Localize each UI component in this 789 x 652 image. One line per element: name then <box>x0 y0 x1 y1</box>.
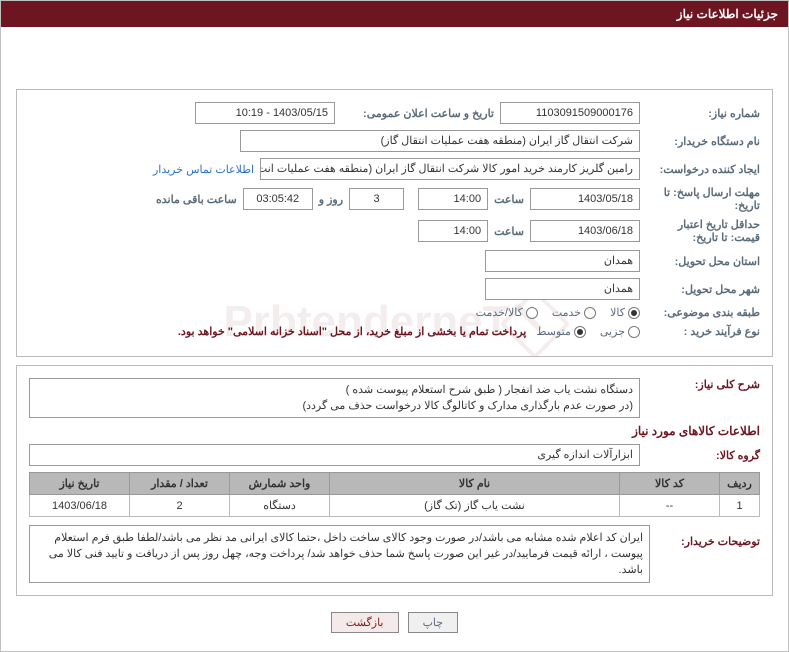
city-value: همدان <box>485 278 640 300</box>
items-table: ردیف کد کالا نام کالا واحد شمارش تعداد /… <box>29 472 760 517</box>
row-group: گروه کالا: ابزارآلات اندازه گیری <box>29 444 760 466</box>
cell-date: 1403/06/18 <box>30 495 130 517</box>
category-label: طبقه بندی موضوعی: <box>640 306 760 319</box>
col-name: نام کالا <box>330 473 620 495</box>
cell-unit: دستگاه <box>230 495 330 517</box>
row-creator: ایجاد کننده درخواست: رامین گلریز کارمند … <box>29 158 760 180</box>
category-option-goods[interactable]: کالا <box>610 306 640 319</box>
creator-label: ایجاد کننده درخواست: <box>640 163 760 176</box>
announce-date-value: 1403/05/15 - 10:19 <box>195 102 335 124</box>
price-validity-time: 14:00 <box>418 220 488 242</box>
need-number-label: شماره نیاز: <box>640 107 760 120</box>
cell-name: نشت یاب گاز (تک گاز) <box>330 495 620 517</box>
days-text: روز و <box>313 193 349 206</box>
description-box: شرح کلی نیاز: دستگاه نشت یاب ضد انفجار (… <box>16 365 773 596</box>
time-label-1: ساعت <box>488 193 530 206</box>
radio-icon <box>628 307 640 319</box>
col-code: کد کالا <box>620 473 720 495</box>
row-answer-deadline: مهلت ارسال پاسخ: تا تاریخ: 1403/05/18 سا… <box>29 186 760 212</box>
category-radio-group: کالا خدمت کالا/خدمت <box>476 306 640 319</box>
table-header-row: ردیف کد کالا نام کالا واحد شمارش تعداد /… <box>30 473 760 495</box>
footer-buttons: چاپ بازگشت <box>16 604 773 641</box>
row-city: شهر محل تحویل: همدان <box>29 278 760 300</box>
back-button[interactable]: بازگشت <box>331 612 399 633</box>
province-value: همدان <box>485 250 640 272</box>
col-qty: تعداد / مقدار <box>130 473 230 495</box>
details-box: شماره نیاز: 1103091509000176 تاریخ و ساع… <box>16 89 773 357</box>
row-need-number: شماره نیاز: 1103091509000176 تاریخ و ساع… <box>29 102 760 124</box>
need-number-value: 1103091509000176 <box>500 102 640 124</box>
row-price-validity: حداقل تاریخ اعتبار قیمت: تا تاریخ: 1403/… <box>29 218 760 244</box>
time-label-2: ساعت <box>488 225 530 238</box>
radio-icon <box>628 326 640 338</box>
answer-deadline-time: 14:00 <box>418 188 488 210</box>
creator-value: رامین گلریز کارمند خرید امور کالا شرکت ا… <box>260 158 640 180</box>
price-validity-date: 1403/06/18 <box>530 220 640 242</box>
col-row: ردیف <box>720 473 760 495</box>
buyer-org-value: شرکت انتقال گاز ایران (منطقه هفت عملیات … <box>240 130 640 152</box>
buyer-contact-link[interactable]: اطلاعات تماس خریدار <box>153 163 254 176</box>
row-province: استان محل تحویل: همدان <box>29 250 760 272</box>
panel-header: جزئیات اطلاعات نیاز <box>1 1 788 27</box>
price-validity-label: حداقل تاریخ اعتبار قیمت: تا تاریخ: <box>640 218 760 244</box>
row-general-desc: شرح کلی نیاز: دستگاه نشت یاب ضد انفجار (… <box>29 378 760 418</box>
cell-row: 1 <box>720 495 760 517</box>
radio-icon <box>584 307 596 319</box>
table-row: 1 -- نشت یاب گاز (تک گاز) دستگاه 2 1403/… <box>30 495 760 517</box>
col-date: تاریخ نیاز <box>30 473 130 495</box>
category-option-both[interactable]: کالا/خدمت <box>476 306 538 319</box>
treasury-note: پرداخت تمام یا بخشی از مبلغ خرید، از محل… <box>178 325 526 338</box>
remain-label: ساعت باقی مانده <box>150 193 243 206</box>
province-label: استان محل تحویل: <box>640 255 760 268</box>
purchase-type-radio-group: جزیی متوسط <box>536 325 640 338</box>
radio-icon <box>574 326 586 338</box>
purchase-option-minor[interactable]: جزیی <box>600 325 640 338</box>
cell-qty: 2 <box>130 495 230 517</box>
purchase-option-medium[interactable]: متوسط <box>536 325 586 338</box>
answer-deadline-label: مهلت ارسال پاسخ: تا تاریخ: <box>640 186 760 212</box>
content-area: PrbtenderneT شماره نیاز: 110309150900017… <box>1 27 788 651</box>
col-unit: واحد شمارش <box>230 473 330 495</box>
general-desc-label: شرح کلی نیاز: <box>640 378 760 391</box>
print-button[interactable]: چاپ <box>408 612 459 633</box>
buyer-org-label: نام دستگاه خریدار: <box>640 135 760 148</box>
days-remaining: 3 <box>349 188 404 210</box>
row-buyer-notes: توضیحات خریدار: ایران کد اعلام شده مشابه… <box>29 525 760 583</box>
general-desc-text: دستگاه نشت یاب ضد انفجار ( طبق شرح استعل… <box>29 378 640 418</box>
main-panel: جزئیات اطلاعات نیاز PrbtenderneT شماره ن… <box>0 0 789 652</box>
purchase-type-label: نوع فرآیند خرید : <box>640 325 760 338</box>
row-buyer-org: نام دستگاه خریدار: شرکت انتقال گاز ایران… <box>29 130 760 152</box>
city-label: شهر محل تحویل: <box>640 283 760 296</box>
row-purchase-type: نوع فرآیند خرید : جزیی متوسط پرداخت تمام… <box>29 325 760 338</box>
cell-code: -- <box>620 495 720 517</box>
buyer-notes-text: ایران کد اعلام شده مشابه می باشد/در صورت… <box>29 525 650 583</box>
buyer-notes-label: توضیحات خریدار: <box>650 525 760 548</box>
group-value: ابزارآلات اندازه گیری <box>29 444 640 466</box>
announce-date-label: تاریخ و ساعت اعلان عمومی: <box>335 107 500 120</box>
answer-deadline-date: 1403/05/18 <box>530 188 640 210</box>
items-section-title: اطلاعات کالاهای مورد نیاز <box>29 424 760 438</box>
row-category: طبقه بندی موضوعی: کالا خدمت کالا/خدمت <box>29 306 760 319</box>
group-label: گروه کالا: <box>640 449 760 462</box>
radio-icon <box>526 307 538 319</box>
countdown-timer: 03:05:42 <box>243 188 313 210</box>
category-option-service[interactable]: خدمت <box>552 306 596 319</box>
